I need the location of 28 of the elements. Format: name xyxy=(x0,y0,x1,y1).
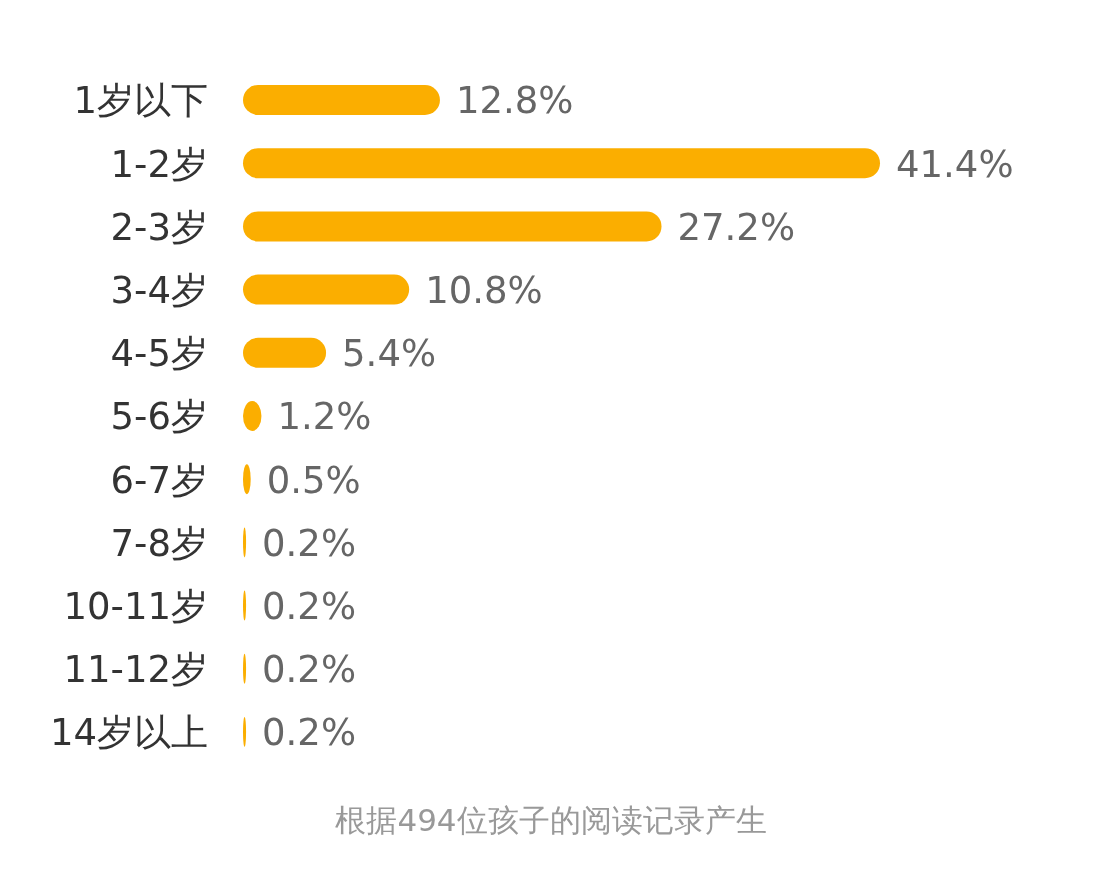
bar xyxy=(243,85,440,115)
y-tick-label: 7-8岁 xyxy=(110,521,208,565)
bar xyxy=(243,337,327,368)
data-label: 10.8% xyxy=(425,268,543,312)
y-tick-label: 1-2岁 xyxy=(110,142,208,186)
y-tick-label: 4-5岁 xyxy=(110,332,208,376)
data-label: 0.2% xyxy=(262,521,357,565)
data-label: 1.2% xyxy=(277,395,372,439)
data-label: 0.5% xyxy=(266,458,361,502)
y-tick-label: 14岁以上 xyxy=(49,711,208,755)
bar xyxy=(243,148,880,179)
y-tick-label: 10-11岁 xyxy=(63,584,208,628)
data-label: 5.4% xyxy=(342,332,437,376)
data-label: 12.8% xyxy=(455,79,574,123)
y-tick-label: 11-12岁 xyxy=(63,648,208,692)
y-tick-label: 3-4岁 xyxy=(110,268,208,312)
data-label: 27.2% xyxy=(677,205,796,249)
y-tick-label: 6-7岁 xyxy=(110,458,208,502)
y-tick-label: 1岁以下 xyxy=(73,79,208,123)
bar xyxy=(243,274,410,305)
y-tick-label: 2-3岁 xyxy=(110,205,208,249)
bar xyxy=(243,211,662,242)
data-label: 0.2% xyxy=(262,648,357,692)
y-tick-label: 5-6岁 xyxy=(110,395,208,439)
data-label: 0.2% xyxy=(262,711,357,755)
text: 根据494位孩子的阅读记录产生 xyxy=(335,802,767,839)
data-label: 0.2% xyxy=(262,584,357,628)
data-label: 41.4% xyxy=(896,142,1014,186)
